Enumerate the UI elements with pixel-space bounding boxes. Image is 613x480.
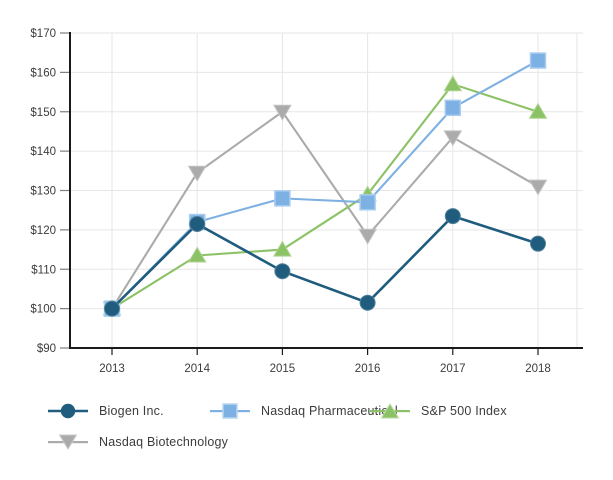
series-line bbox=[111, 82, 539, 310]
legend-label-biogen: Biogen Inc. bbox=[99, 404, 164, 418]
legend-label-nasdaq-biotechnology: Nasdaq Biotechnology bbox=[99, 435, 229, 449]
line-chart-canvas: $90 $100 $110 $120 $130 $140 $150 $160 $170 2013 2… bbox=[30, 28, 583, 375]
series-line bbox=[111, 59, 539, 310]
data-point-triangle-up bbox=[528, 102, 548, 119]
y-tick-label: $100 bbox=[30, 304, 56, 316]
y-tick-label: $120 bbox=[30, 225, 56, 237]
y-tick-label: $150 bbox=[30, 107, 56, 119]
data-point-square bbox=[274, 190, 291, 207]
x-tick-label: 2015 bbox=[270, 363, 296, 375]
y-tick-label: $90 bbox=[37, 343, 56, 355]
data-point-circle bbox=[189, 215, 206, 232]
x-tick-label: 2017 bbox=[440, 363, 466, 375]
square-marker-icon bbox=[210, 403, 250, 419]
y-tick-label: $170 bbox=[30, 28, 56, 40]
circle-marker-icon bbox=[48, 403, 88, 419]
legend-label-nasdaq-pharmaceutical: Nasdaq Pharmaceutical bbox=[261, 404, 398, 418]
data-point-square bbox=[529, 52, 547, 69]
legend-item-sp500: S&P 500 Index bbox=[370, 403, 507, 419]
x-tick-label: 2014 bbox=[184, 363, 210, 375]
data-point-triangle-down bbox=[528, 179, 548, 196]
data-point-triangle-up bbox=[273, 240, 292, 257]
legend-item-nasdaq-biotechnology: Nasdaq Biotechnology bbox=[48, 434, 228, 450]
data-point-circle bbox=[104, 300, 120, 317]
data-point-circle bbox=[444, 208, 461, 225]
data-point-square bbox=[359, 194, 376, 211]
data-point-triangle-down bbox=[187, 165, 207, 182]
y-tick-label: $110 bbox=[31, 264, 56, 276]
legend-item-nasdaq-pharmaceutical: Nasdaq Pharmaceutical bbox=[210, 403, 398, 419]
data-point-triangle-down bbox=[443, 130, 463, 147]
data-point-triangle-down bbox=[273, 104, 292, 121]
data-point-circle bbox=[274, 263, 291, 280]
y-tick-label: $130 bbox=[30, 186, 56, 198]
x-tick-label: 2018 bbox=[525, 363, 551, 375]
legend-item-biogen: Biogen Inc. bbox=[48, 403, 164, 419]
triangle-down-marker-icon bbox=[48, 434, 88, 450]
data-point-circle bbox=[530, 235, 546, 252]
data-point-triangle-up bbox=[187, 246, 207, 263]
series-line bbox=[111, 214, 539, 310]
y-tick-label: $140 bbox=[30, 146, 56, 158]
x-tick-label: 2013 bbox=[99, 363, 125, 375]
series-line bbox=[111, 110, 539, 310]
data-point-triangle-up bbox=[443, 75, 463, 92]
data-point-square bbox=[444, 99, 462, 117]
triangle-up-marker-icon bbox=[370, 403, 410, 419]
data-point-circle bbox=[359, 294, 376, 311]
legend-label-sp500: S&P 500 Index bbox=[421, 404, 507, 418]
y-tick-label: $160 bbox=[30, 67, 56, 79]
data-point-triangle-down bbox=[358, 228, 377, 245]
x-tick-label: 2016 bbox=[355, 363, 381, 375]
